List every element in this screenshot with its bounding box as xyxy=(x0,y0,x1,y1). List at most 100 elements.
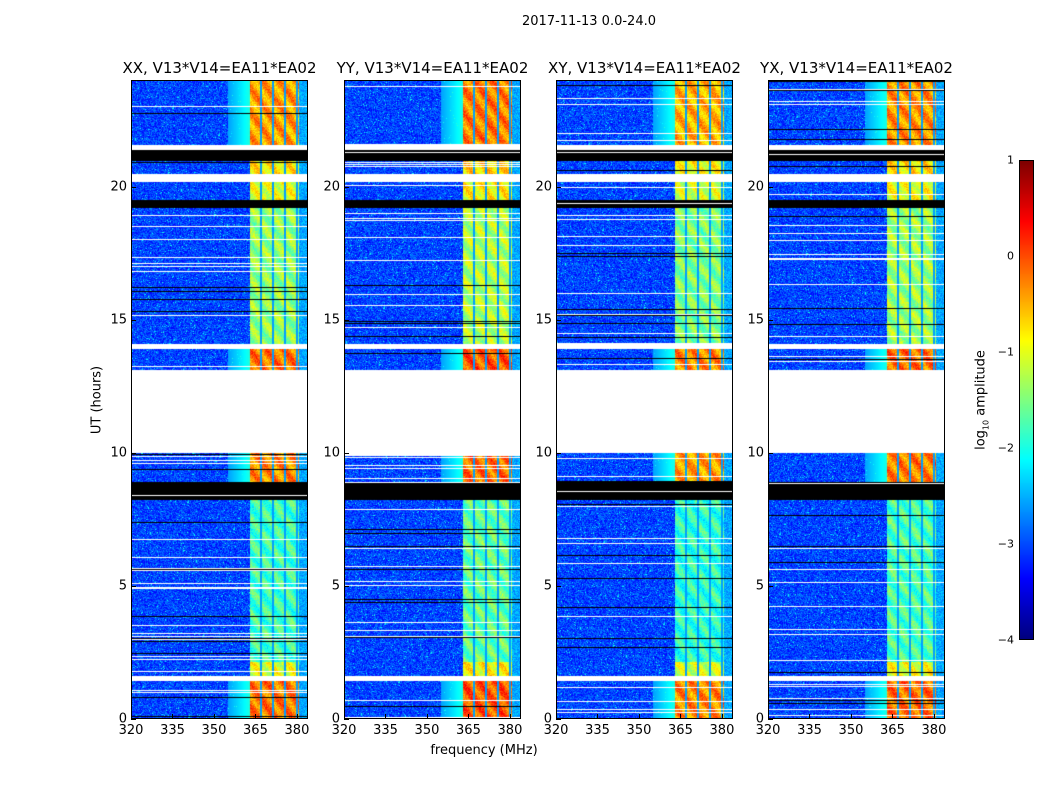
x-tick-mark xyxy=(638,714,640,719)
x-tick-label: 320 xyxy=(118,723,144,738)
x-tick-label: 335 xyxy=(797,723,822,738)
spectrogram-panel xyxy=(768,80,945,719)
y-tick-label: 20 xyxy=(110,179,127,194)
x-tick-label: 365 xyxy=(243,723,268,738)
x-tick-mark xyxy=(809,714,811,719)
spectrogram-panel xyxy=(344,80,521,719)
y-tick-mark xyxy=(131,452,136,454)
colorbar-tick-label: 1 xyxy=(1007,153,1014,167)
spectrogram-panel xyxy=(131,80,308,719)
x-tick-mark xyxy=(131,714,132,719)
heatmap-cells xyxy=(557,81,732,718)
x-tick-label: 335 xyxy=(373,723,398,738)
y-tick-mark xyxy=(344,319,349,321)
x-tick-label: 380 xyxy=(709,723,735,738)
x-tick-label: 350 xyxy=(201,723,227,738)
colorbar xyxy=(1019,160,1034,640)
y-tick-label: 20 xyxy=(535,179,552,194)
x-tick-label: 320 xyxy=(755,723,781,738)
y-tick-label: 20 xyxy=(747,179,764,194)
y-tick-mark xyxy=(768,319,773,321)
y-tick-label: 0 xyxy=(543,711,552,727)
x-tick-mark xyxy=(892,714,894,719)
x-tick-mark xyxy=(213,714,215,719)
x-tick-label: 350 xyxy=(414,723,440,738)
x-tick-mark xyxy=(768,714,769,719)
x-tick-label: 320 xyxy=(543,723,569,738)
x-tick-mark xyxy=(468,714,470,719)
y-tick-label: 10 xyxy=(747,445,764,461)
y-tick-mark xyxy=(556,452,561,454)
x-tick-mark xyxy=(385,714,387,719)
x-tick-mark xyxy=(597,714,599,719)
y-tick-mark xyxy=(131,719,136,720)
x-tick-label: 365 xyxy=(456,723,481,738)
y-tick-mark xyxy=(768,585,773,587)
colorbar-tick-label: −2 xyxy=(997,441,1014,455)
y-tick-mark xyxy=(556,719,561,720)
panel-title: YY, V13*V14=EA11*EA02 xyxy=(336,59,529,77)
colorbar-label: log10 amplitude xyxy=(973,350,991,450)
y-tick-label: 10 xyxy=(535,445,552,461)
y-tick-label: 5 xyxy=(543,578,552,594)
y-tick-mark xyxy=(556,585,561,587)
x-tick-mark xyxy=(556,714,557,719)
colorbar-tick-label: −1 xyxy=(997,345,1014,359)
x-tick-mark xyxy=(850,714,852,719)
colorbar-tick-label: −3 xyxy=(997,537,1014,551)
x-tick-label: 350 xyxy=(626,723,652,738)
heatmap-cells xyxy=(769,81,944,718)
x-tick-mark xyxy=(426,714,428,719)
colorbar-tick-label: −4 xyxy=(997,633,1014,647)
heatmap-cells xyxy=(345,81,520,718)
y-tick-mark xyxy=(344,585,349,587)
x-axis-label: frequency (MHz) xyxy=(430,743,538,758)
y-tick-mark xyxy=(344,719,349,720)
x-tick-mark xyxy=(721,714,723,719)
y-tick-label: 0 xyxy=(331,711,340,727)
x-tick-label: 335 xyxy=(585,723,610,738)
x-tick-label: 335 xyxy=(160,723,185,738)
x-tick-label: 320 xyxy=(331,723,357,738)
y-tick-label: 15 xyxy=(323,312,340,328)
y-tick-mark xyxy=(131,585,136,587)
x-tick-label: 380 xyxy=(497,723,523,738)
y-tick-mark xyxy=(131,186,136,188)
y-tick-mark xyxy=(131,319,136,321)
x-tick-mark xyxy=(255,714,257,719)
y-tick-label: 5 xyxy=(755,578,764,594)
y-tick-label: 20 xyxy=(323,179,340,194)
y-tick-label: 5 xyxy=(118,578,127,594)
x-tick-mark xyxy=(172,714,174,719)
y-tick-label: 15 xyxy=(535,312,552,328)
x-tick-label: 380 xyxy=(921,723,947,738)
figure-title: 2017-11-13 0.0-24.0 xyxy=(522,14,656,29)
colorbar-tick-label: 0 xyxy=(1007,249,1014,263)
x-tick-label: 380 xyxy=(284,723,310,738)
panel-title: XX, V13*V14=EA11*EA02 xyxy=(122,59,317,77)
spectrogram-panel xyxy=(556,80,733,719)
y-tick-mark xyxy=(344,452,349,454)
y-tick-mark xyxy=(556,319,561,321)
y-tick-label: 15 xyxy=(110,312,127,328)
panel-title: YX, V13*V14=EA11*EA02 xyxy=(760,59,953,77)
y-tick-mark xyxy=(768,186,773,188)
y-tick-mark xyxy=(768,719,773,720)
x-tick-mark xyxy=(296,714,298,719)
y-tick-mark xyxy=(344,186,349,188)
x-tick-label: 350 xyxy=(838,723,864,738)
y-tick-label: 5 xyxy=(331,578,340,594)
x-tick-mark xyxy=(680,714,682,719)
panel-title: XY, V13*V14=EA11*EA02 xyxy=(548,59,741,77)
x-tick-mark xyxy=(509,714,511,719)
heatmap-cells xyxy=(132,81,307,718)
y-tick-label: 10 xyxy=(323,445,340,461)
y-tick-label: 0 xyxy=(755,711,764,727)
x-tick-label: 365 xyxy=(668,723,693,738)
y-tick-label: 10 xyxy=(110,445,127,461)
y-tick-label: 0 xyxy=(118,711,127,727)
y-tick-mark xyxy=(768,452,773,454)
y-tick-mark xyxy=(556,186,561,188)
x-tick-mark xyxy=(933,714,935,719)
